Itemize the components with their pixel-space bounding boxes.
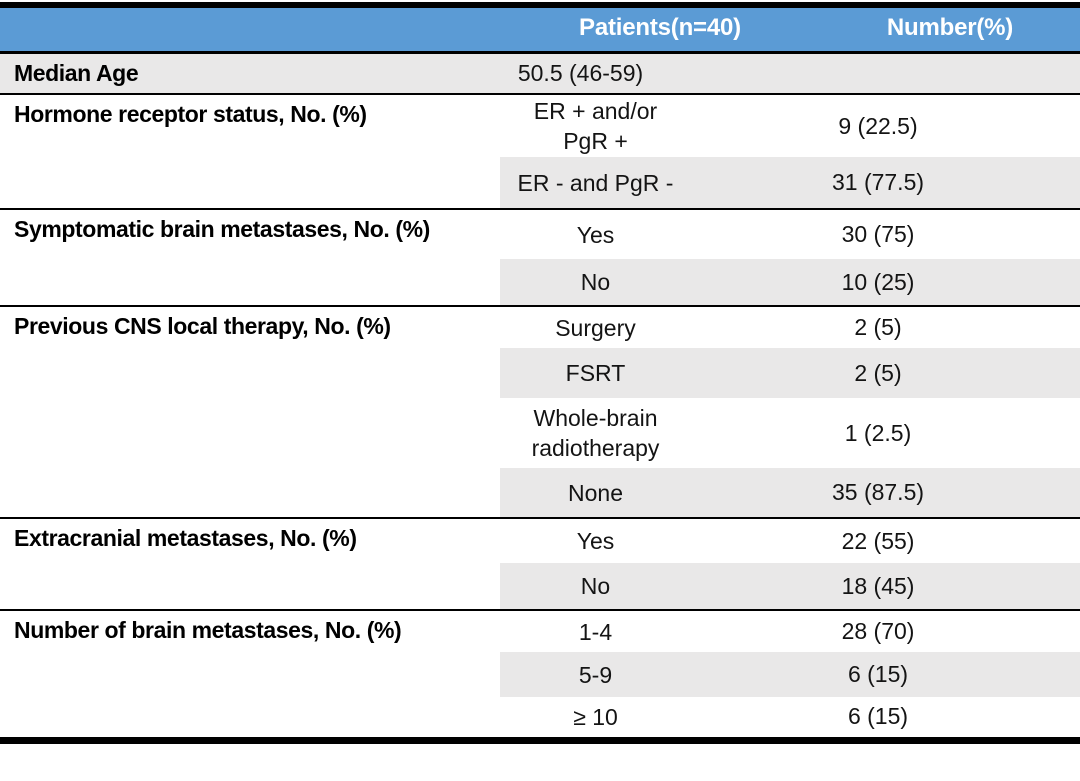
median-age-value-cell: 50.5 (46-59): [500, 50, 760, 94]
number-cell: 18 (45): [760, 563, 1080, 610]
number-cell: 22 (55): [760, 517, 1080, 563]
row-cns-surgery: Previous CNS local therapy, No. (%) Surg…: [0, 305, 1080, 518]
row-label-number-of-brain-metastases: Number of brain metastases, No. (%): [0, 609, 500, 740]
number-cell: 28 (70): [760, 609, 1080, 652]
category-cell: 1-4: [500, 609, 760, 652]
number-cell: 2 (5): [760, 305, 1080, 348]
category-cell: 5-9: [500, 652, 760, 697]
row-hormone-er-pos: Hormone receptor status, No. (%) ER + an…: [0, 93, 1080, 209]
row-brainmets-gte-10: ≥ 10 6 (15): [0, 697, 1080, 740]
row-label-extracranial-metastases: Extracranial metastases, No. (%): [0, 517, 500, 610]
number-cell: 6 (15): [847, 703, 909, 730]
number-cell: 2 (5): [760, 348, 1080, 398]
header-empty-cell: [0, 5, 500, 52]
row-cns-fsrt: FSRT 2 (5): [0, 348, 1080, 398]
category-cell: ER - and PgR -: [500, 157, 760, 209]
category-cell: None: [500, 468, 760, 518]
row-cns-wbrt: Whole-brain radiotherapy 1 (2.5): [0, 398, 1080, 468]
row-hormone-er-neg: ER - and PgR - 31 (77.5): [0, 157, 1080, 209]
number-cell: 31 (77.5): [760, 157, 1080, 209]
row-label-symptomatic-brain-metastases: Symptomatic brain metastases, No. (%): [0, 208, 500, 306]
patient-characteristics-table: Patients(n=40) Number(%) Median Age 50.5…: [0, 2, 1080, 744]
category-cell: FSRT: [500, 348, 760, 398]
row-label-median-age: Median Age: [0, 50, 500, 94]
median-age-number-cell: [760, 50, 1080, 94]
row-brainmets-1-4: Number of brain metastases, No. (%) 1-4 …: [0, 609, 1080, 740]
number-cell: 9 (22.5): [760, 93, 1080, 157]
category-cell: Yes: [500, 208, 760, 259]
number-cell: 10 (25): [760, 259, 1080, 306]
category-cell: No: [500, 259, 760, 306]
number-cell: 35 (87.5): [760, 468, 1080, 518]
number-cell: 1 (2.5): [844, 419, 912, 446]
category-cell: ER + and/or PgR +: [500, 93, 760, 157]
category-cell: ≥ 10: [573, 703, 618, 730]
row-median-age: Median Age 50.5 (46-59): [0, 50, 1080, 94]
row-symptomatic-no: No 10 (25): [0, 259, 1080, 306]
number-cell: 30 (75): [760, 208, 1080, 259]
category-cell: Yes: [500, 517, 760, 563]
category-cell: Whole-brain radiotherapy: [531, 405, 660, 461]
column-header-patients: Patients(n=40): [579, 14, 741, 42]
row-symptomatic-yes: Symptomatic brain metastases, No. (%) Ye…: [0, 208, 1080, 306]
category-cell: Surgery: [500, 305, 760, 348]
category-cell: No: [500, 563, 760, 610]
column-header-number: Number(%): [886, 14, 1014, 42]
row-cns-none: None 35 (87.5): [0, 468, 1080, 518]
row-extracranial-no: No 18 (45): [0, 563, 1080, 610]
row-label-hormone-receptor-status: Hormone receptor status, No. (%): [0, 93, 500, 209]
row-label-previous-cns-local-therapy: Previous CNS local therapy, No. (%): [0, 305, 500, 518]
number-cell: 6 (15): [760, 652, 1080, 697]
header-row: Patients(n=40) Number(%): [0, 5, 1080, 52]
row-extracranial-yes: Extracranial metastases, No. (%) Yes 22 …: [0, 517, 1080, 610]
row-brainmets-5-9: 5-9 6 (15): [0, 652, 1080, 697]
